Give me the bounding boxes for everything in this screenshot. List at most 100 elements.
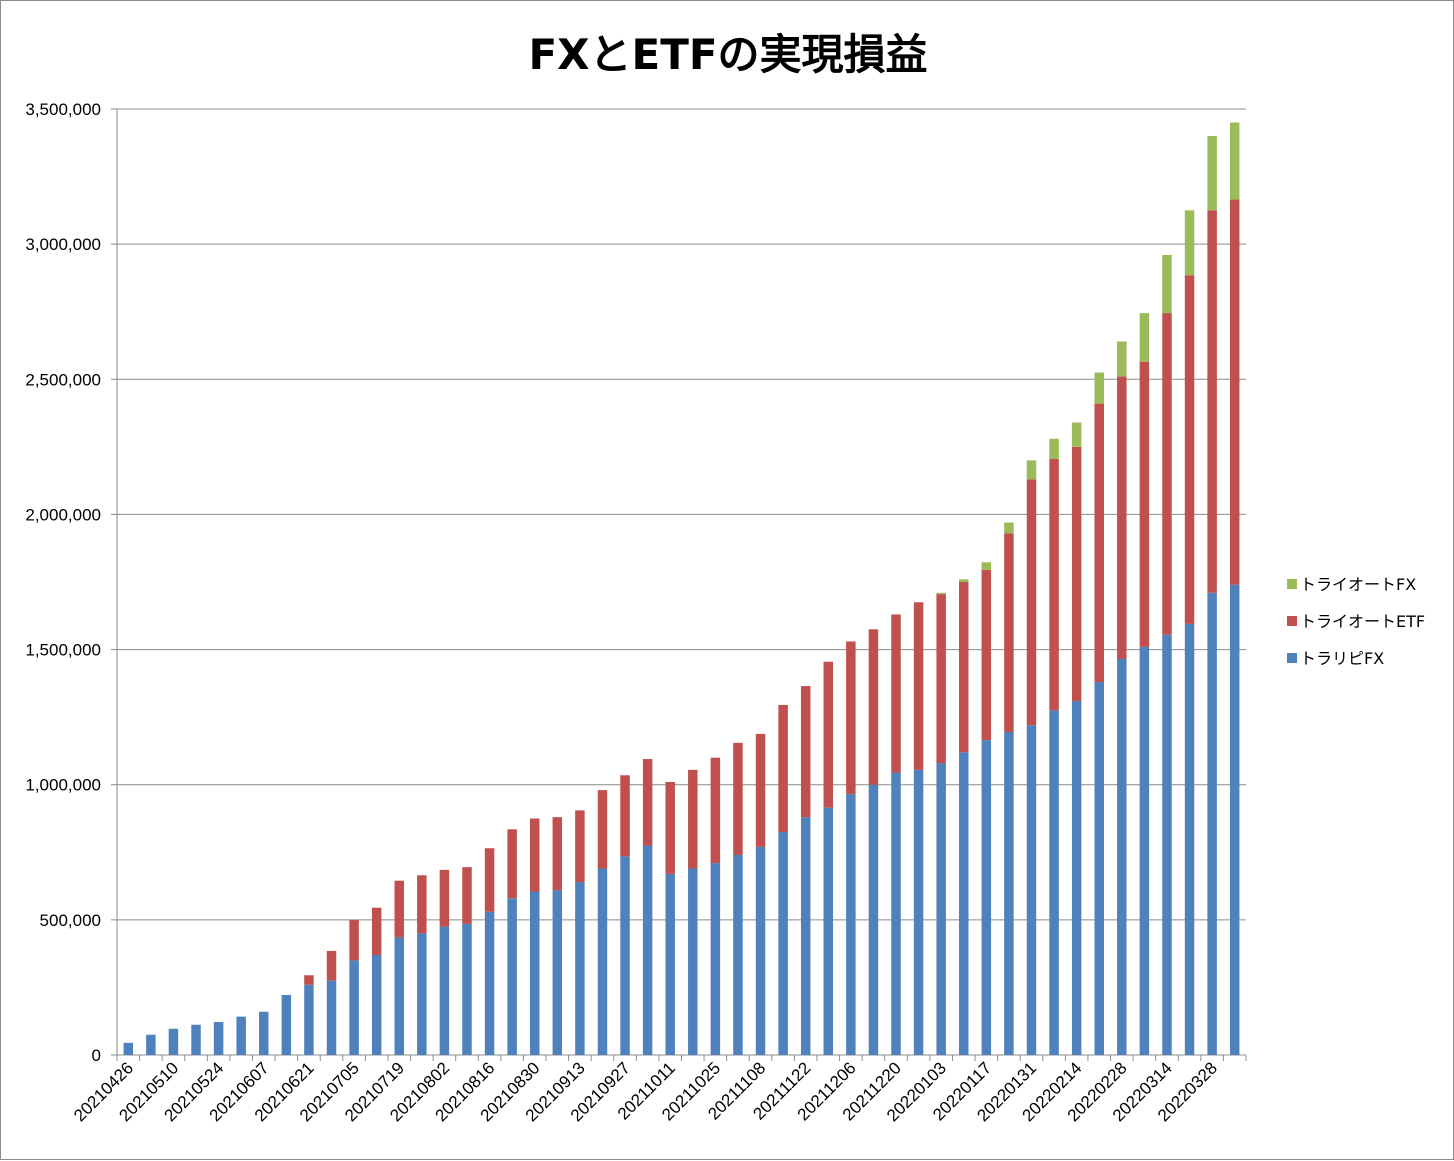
bar-segment-series-1-20211101 — [733, 742, 743, 855]
bar-segment-series-0-20210621 — [304, 984, 314, 1055]
bar-segment-series-1-20210712 — [371, 907, 382, 955]
bar-segment-series-1-20211206 — [846, 641, 856, 795]
bar-segment-series-0-20220314 — [1162, 634, 1172, 1055]
bar-segment-series-0-20220307 — [1139, 646, 1150, 1055]
bar-segment-series-0-20210524 — [213, 1022, 224, 1055]
bar-segment-series-2-20220321 — [1184, 210, 1195, 276]
bar-segment-series-0-20211004 — [642, 845, 653, 1055]
bar-segment-series-1-20220124 — [1004, 533, 1014, 733]
bar-segment-series-2-20220214 — [1071, 422, 1082, 447]
bar-segment-series-1-20211108 — [755, 733, 766, 847]
bar-segment-series-1-20220228 — [1117, 376, 1127, 660]
bar-segment-series-2-20220103 — [936, 592, 946, 595]
bar-segment-series-0-20211011 — [665, 873, 675, 1055]
bar-segment-series-0-20220103 — [936, 763, 946, 1055]
bar-segment-series-0-20211206 — [846, 794, 856, 1055]
bar-segment-series-0-20220207 — [1049, 710, 1059, 1055]
bar-segment-series-1-20220321 — [1184, 275, 1195, 624]
bar-segment-series-1-20220328 — [1207, 210, 1217, 593]
bar-segment-series-1-20211115 — [778, 704, 788, 833]
bar-segment-series-0-20220117 — [981, 740, 992, 1055]
y-tick-label: 0 — [92, 1046, 101, 1065]
bar-segment-series-0-20211025 — [710, 863, 721, 1055]
bar-segment-series-0-20220328 — [1207, 592, 1217, 1055]
legend-label: トラリピFX — [1300, 649, 1384, 668]
bar-segment-series-1-20210628 — [326, 950, 337, 981]
legend-label: トライオートETF — [1300, 612, 1425, 631]
bar-segment-series-2-20220110 — [959, 579, 969, 582]
bar-segment-series-2-20220328 — [1207, 136, 1217, 211]
bar-segment-series-1-20220117 — [981, 569, 992, 741]
bar-segment-series-1-20220221 — [1094, 403, 1104, 682]
bar-segment-series-0-20211220 — [891, 772, 901, 1055]
bars — [123, 122, 1240, 1055]
bar-segment-series-0-20210531 — [236, 1016, 246, 1055]
bar-segment-series-1-20220207 — [1049, 459, 1059, 711]
y-tick-labels: 0 500,000 1,000,000 1,500,000 2,000,000 2,500… — [25, 100, 101, 1065]
bar-segment-series-0-20210712 — [371, 954, 382, 1055]
bar-segment-series-2-20220307 — [1139, 313, 1150, 362]
bar-segment-series-1-20210927 — [620, 775, 630, 857]
bar-segment-series-0-20211213 — [868, 784, 879, 1055]
bar-segment-series-0-20210823 — [507, 898, 517, 1055]
bar-segment-series-1-20210802 — [439, 869, 450, 927]
legend: トライオートFX トライオートETF トラリピFX — [1287, 575, 1425, 668]
bar-segment-series-1-20210705 — [349, 919, 359, 961]
legend-swatch — [1287, 579, 1297, 589]
y-tick-label: 500,000 — [40, 911, 101, 930]
bar-segment-series-0-20210719 — [394, 937, 404, 1055]
y-tick-label: 2,500,000 — [25, 370, 101, 389]
bar-segment-series-0-20220214 — [1071, 700, 1082, 1055]
legend-swatch — [1287, 653, 1297, 663]
bar-segment-series-0-20220321 — [1184, 623, 1195, 1055]
bar-segment-series-0-20211115 — [778, 832, 788, 1055]
bar-segment-series-0-20210517 — [191, 1024, 201, 1055]
bar-segment-series-0-20210510 — [168, 1028, 179, 1055]
bar-segment-series-0-20210802 — [439, 926, 450, 1055]
y-tick-label: 2,000,000 — [25, 505, 101, 524]
bar-segment-series-0-20210920 — [597, 868, 608, 1055]
bar-segment-series-0-20210607 — [259, 1011, 269, 1055]
bar-segment-series-0-20211018 — [688, 868, 698, 1055]
bar-segment-series-1-20210726 — [417, 875, 427, 934]
bar-segment-series-1-20211018 — [688, 769, 698, 869]
bar-segment-series-1-20210906 — [552, 817, 563, 891]
bar-segment-series-1-20220307 — [1139, 361, 1150, 647]
bar-segment-series-1-20220214 — [1071, 446, 1082, 701]
bar-segment-series-1-20220404 — [1229, 199, 1240, 585]
bar-segment-series-1-20210823 — [507, 829, 517, 899]
bar-segment-series-0-20210816 — [484, 911, 495, 1055]
bar-segment-series-2-20220404 — [1229, 122, 1240, 200]
bar-segment-series-1-20210621 — [304, 975, 314, 985]
bar-segment-series-0-20210927 — [620, 856, 630, 1055]
bar-segment-series-1-20211129 — [823, 661, 834, 808]
bar-segment-series-1-20220131 — [1026, 479, 1037, 726]
bar-segment-series-0-20211227 — [913, 769, 924, 1055]
legend-swatch — [1287, 616, 1297, 626]
bar-segment-series-0-20220131 — [1026, 725, 1037, 1055]
legend-label: トライオートFX — [1300, 575, 1416, 594]
bar-segment-series-0-20220221 — [1094, 682, 1104, 1055]
bar-segment-series-0-20211129 — [823, 807, 834, 1055]
bar-segment-series-2-20220228 — [1117, 341, 1127, 377]
bar-segment-series-0-20210614 — [281, 995, 292, 1055]
bar-segment-series-1-20210816 — [484, 848, 495, 912]
bar-segment-series-1-20211025 — [710, 757, 721, 864]
bar-segment-series-1-20220103 — [936, 594, 946, 764]
bar-segment-series-1-20211227 — [913, 602, 924, 770]
bar-segment-series-0-20210705 — [349, 960, 359, 1055]
y-tick-label: 1,000,000 — [25, 776, 101, 795]
bar-segment-series-0-20210628 — [326, 980, 337, 1055]
bar-segment-series-0-20220404 — [1229, 584, 1240, 1055]
bar-segment-series-2-20220117 — [981, 562, 992, 570]
bar-segment-series-0-20220110 — [959, 752, 969, 1055]
bar-segment-series-1-20210719 — [394, 880, 404, 938]
chart-title: FXとETFの実現損益 — [528, 30, 927, 79]
bar-segment-series-0-20210913 — [575, 882, 585, 1055]
bar-segment-series-2-20220124 — [1004, 522, 1014, 534]
bar-segment-series-0-20210426 — [123, 1042, 134, 1055]
bar-segment-series-0-20211122 — [800, 817, 811, 1055]
bar-segment-series-1-20220110 — [959, 582, 969, 753]
